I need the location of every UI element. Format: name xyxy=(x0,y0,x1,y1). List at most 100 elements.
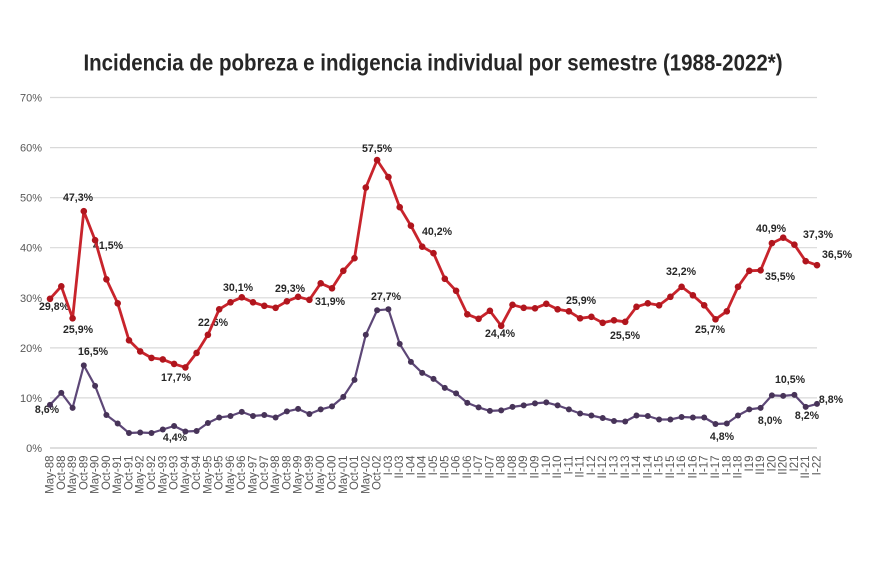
svg-text:May-90: May-90 xyxy=(90,456,102,494)
svg-text:25,5%: 25,5% xyxy=(610,330,641,342)
svg-text:II-13: II-13 xyxy=(620,456,632,479)
svg-text:I-11: I-11 xyxy=(563,456,575,475)
svg-text:4,4%: 4,4% xyxy=(163,432,188,444)
svg-text:4,8%: 4,8% xyxy=(710,431,735,443)
svg-text:17,7%: 17,7% xyxy=(161,372,192,384)
svg-text:I-17: I-17 xyxy=(699,456,711,476)
svg-text:8,8%: 8,8% xyxy=(819,394,844,406)
svg-text:II-15: II-15 xyxy=(665,456,677,479)
svg-text:8,0%: 8,0% xyxy=(758,415,783,427)
svg-text:May-95: May-95 xyxy=(202,456,214,494)
svg-text:25,9%: 25,9% xyxy=(566,295,597,307)
svg-text:Oct-95: Oct-95 xyxy=(214,456,226,491)
svg-text:May-02: May-02 xyxy=(360,456,372,494)
svg-text:29,3%: 29,3% xyxy=(275,283,306,295)
svg-text:II-21: II-21 xyxy=(800,456,812,479)
svg-text:II-14: II-14 xyxy=(642,455,654,479)
svg-text:I-12: I-12 xyxy=(586,456,598,476)
svg-text:I-05: I-05 xyxy=(428,456,440,476)
svg-text:40%: 40% xyxy=(20,243,42,255)
svg-text:II-10: II-10 xyxy=(552,456,564,479)
svg-text:II-05: II-05 xyxy=(439,456,451,479)
svg-text:35,5%: 35,5% xyxy=(765,271,796,283)
svg-text:May-91: May-91 xyxy=(112,456,124,494)
svg-text:27,7%: 27,7% xyxy=(371,291,402,303)
svg-text:I20: I20 xyxy=(766,456,778,472)
svg-text:II20: II20 xyxy=(778,456,790,475)
svg-text:I-07: I-07 xyxy=(473,456,485,476)
svg-text:Oct-92: Oct-92 xyxy=(146,456,158,491)
svg-text:Oct-91: Oct-91 xyxy=(124,456,136,491)
svg-text:II-04: II-04 xyxy=(417,455,429,479)
svg-text:8,2%: 8,2% xyxy=(795,410,820,422)
svg-text:Oct-02: Oct-02 xyxy=(372,456,384,491)
svg-text:Oct-96: Oct-96 xyxy=(236,456,248,491)
svg-text:30,1%: 30,1% xyxy=(223,282,254,294)
svg-text:May-93: May-93 xyxy=(157,456,169,494)
svg-text:I-03: I-03 xyxy=(383,456,395,476)
svg-text:29,8%: 29,8% xyxy=(39,301,70,313)
svg-text:I-14: I-14 xyxy=(631,455,643,475)
svg-text:50%: 50% xyxy=(20,193,42,205)
svg-text:I-15: I-15 xyxy=(654,456,666,476)
svg-text:37,3%: 37,3% xyxy=(803,229,834,241)
svg-text:II-16: II-16 xyxy=(687,456,699,479)
svg-text:I-04: I-04 xyxy=(405,455,417,475)
svg-text:25,9%: 25,9% xyxy=(63,324,94,336)
svg-text:30%: 30% xyxy=(20,293,42,305)
svg-text:II-09: II-09 xyxy=(530,456,542,479)
svg-text:May-99: May-99 xyxy=(293,456,305,494)
svg-text:I-22: I-22 xyxy=(812,456,824,476)
svg-text:31,9%: 31,9% xyxy=(315,296,346,308)
svg-text:II-12: II-12 xyxy=(597,456,609,479)
svg-text:II19: II19 xyxy=(755,456,767,475)
svg-text:Incidencia de pobreza e indige: Incidencia de pobreza e indigencia indiv… xyxy=(83,49,782,75)
svg-text:36,5%: 36,5% xyxy=(822,249,853,261)
svg-text:0%: 0% xyxy=(26,443,42,455)
svg-text:10,5%: 10,5% xyxy=(775,374,806,386)
svg-text:Oct-94: Oct-94 xyxy=(191,455,203,490)
svg-text:II-08: II-08 xyxy=(507,456,519,479)
svg-text:Oct-01: Oct-01 xyxy=(349,456,361,491)
svg-text:25,7%: 25,7% xyxy=(695,324,726,336)
svg-text:II-07: II-07 xyxy=(484,456,496,479)
svg-text:Oct-90: Oct-90 xyxy=(101,456,113,491)
svg-text:Oct-88: Oct-88 xyxy=(56,456,68,491)
svg-text:16,5%: 16,5% xyxy=(78,346,109,358)
svg-text:Oct-99: Oct-99 xyxy=(304,456,316,491)
svg-text:Oct-98: Oct-98 xyxy=(281,456,293,491)
svg-text:II-06: II-06 xyxy=(462,456,474,479)
svg-text:I-09: I-09 xyxy=(518,456,530,476)
svg-text:II-03: II-03 xyxy=(394,456,406,479)
svg-text:Oct-00: Oct-00 xyxy=(327,456,339,491)
svg-text:May-96: May-96 xyxy=(225,456,237,494)
svg-text:II-17: II-17 xyxy=(710,456,722,479)
svg-text:57,5%: 57,5% xyxy=(362,143,393,155)
svg-text:40,2%: 40,2% xyxy=(422,226,453,238)
svg-text:Oct-97: Oct-97 xyxy=(259,456,271,491)
svg-text:I-08: I-08 xyxy=(496,456,508,476)
svg-text:Oct-89: Oct-89 xyxy=(78,456,90,491)
svg-text:60%: 60% xyxy=(20,143,42,155)
svg-text:10%: 10% xyxy=(20,393,42,405)
svg-text:32,2%: 32,2% xyxy=(666,266,697,278)
svg-text:8,6%: 8,6% xyxy=(35,404,60,416)
svg-text:May-97: May-97 xyxy=(248,456,260,494)
svg-text:I-16: I-16 xyxy=(676,456,688,476)
svg-text:I19: I19 xyxy=(744,456,756,472)
svg-text:20%: 20% xyxy=(20,343,42,355)
svg-text:II-18: II-18 xyxy=(733,456,745,479)
svg-text:May-92: May-92 xyxy=(135,456,147,494)
svg-text:I-06: I-06 xyxy=(451,456,463,476)
svg-text:May-89: May-89 xyxy=(67,456,79,494)
svg-text:May-00: May-00 xyxy=(315,456,327,494)
svg-text:Oct-93: Oct-93 xyxy=(169,456,181,491)
svg-text:I-18: I-18 xyxy=(721,456,733,476)
svg-text:I21: I21 xyxy=(789,456,801,472)
svg-text:May-01: May-01 xyxy=(338,456,350,494)
svg-text:May-88: May-88 xyxy=(45,456,57,494)
svg-text:II-11: II-11 xyxy=(575,456,587,478)
svg-text:24,4%: 24,4% xyxy=(485,328,516,340)
svg-text:47,3%: 47,3% xyxy=(63,192,94,204)
svg-text:40,9%: 40,9% xyxy=(756,223,787,235)
